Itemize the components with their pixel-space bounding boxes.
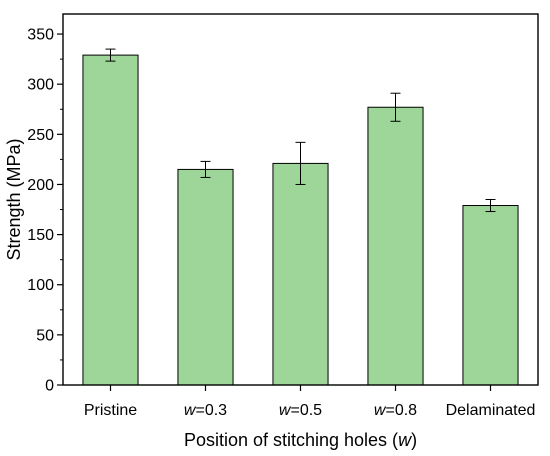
bar [82,54,139,386]
y-tick-label: 0 [45,378,54,395]
x-tick-label: w=0.3 [184,402,227,419]
error-bar [105,48,116,62]
bar [177,168,234,386]
y-axis-title: Strength (MPa) [4,138,24,260]
bars-layer [82,54,519,386]
y-tick-label: 150 [27,227,54,244]
bar [272,162,329,386]
error-bar [485,199,496,213]
x-tick-label: w=0.5 [279,402,322,419]
y-tick-label: 250 [27,127,54,144]
error-bars-layer [105,48,496,213]
y-tick-label: 50 [36,327,54,344]
bar [367,106,424,386]
y-axis: 0 50 100 150 200 250 300 350 [27,27,63,395]
x-tick-label: Delaminated [446,402,536,419]
y-tick-label: 200 [27,177,54,194]
x-tick-label: w=0.8 [374,402,417,419]
x-axis-title-suffix: ) [411,430,417,450]
error-bar [200,160,211,178]
x-axis-title-prefix: Position of stitching holes ( [184,430,398,450]
y-tick-label: 300 [27,77,54,94]
x-axis-title: Position of stitching holes (w) [184,430,417,450]
y-tick-label: 100 [27,277,54,294]
y-tick-label: 350 [27,27,54,44]
x-axis-title-italic: w [398,430,412,450]
bar [462,205,519,386]
x-tick-label: Pristine [84,402,137,419]
error-bar [295,141,306,185]
error-bar [390,92,401,122]
x-axis: Pristine w=0.3 w=0.5 w=0.8 Delaminated [84,385,536,419]
